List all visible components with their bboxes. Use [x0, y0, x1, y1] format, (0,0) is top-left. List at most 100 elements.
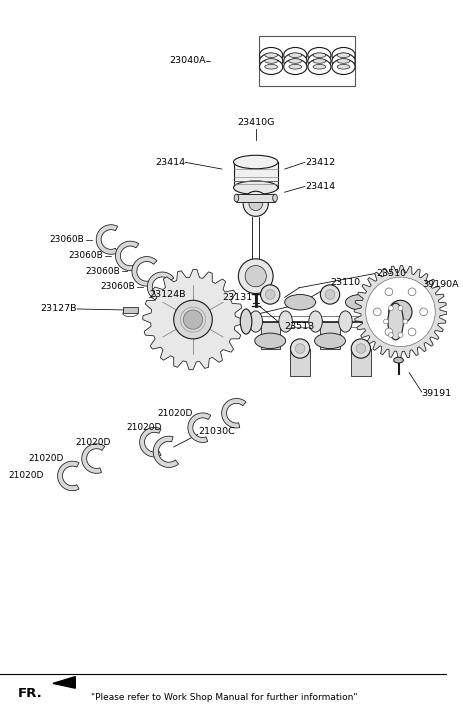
- Circle shape: [351, 339, 370, 358]
- Circle shape: [183, 310, 203, 329]
- Text: 23414: 23414: [155, 158, 185, 166]
- Ellipse shape: [308, 47, 331, 63]
- Text: 23110: 23110: [330, 278, 360, 287]
- Ellipse shape: [260, 53, 283, 68]
- Circle shape: [249, 197, 263, 211]
- Ellipse shape: [260, 59, 283, 74]
- Circle shape: [403, 319, 408, 324]
- Text: 23510: 23510: [376, 269, 407, 278]
- Bar: [123, 307, 138, 313]
- Ellipse shape: [339, 311, 352, 332]
- Ellipse shape: [337, 59, 350, 63]
- Ellipse shape: [260, 47, 283, 63]
- Text: FR.: FR.: [18, 686, 42, 699]
- Ellipse shape: [289, 59, 302, 63]
- Text: 39190A: 39190A: [423, 281, 459, 289]
- Text: 21020D: 21020D: [75, 438, 111, 446]
- Ellipse shape: [308, 53, 331, 68]
- Ellipse shape: [240, 309, 252, 334]
- Ellipse shape: [332, 47, 355, 63]
- Circle shape: [320, 285, 340, 304]
- Circle shape: [374, 308, 381, 316]
- Polygon shape: [222, 398, 246, 428]
- Ellipse shape: [249, 311, 263, 332]
- Ellipse shape: [234, 194, 239, 202]
- Circle shape: [388, 332, 393, 337]
- Bar: [261, 321, 280, 348]
- Polygon shape: [96, 225, 118, 254]
- Text: 21020D: 21020D: [127, 423, 162, 432]
- Ellipse shape: [337, 65, 350, 69]
- Polygon shape: [132, 257, 157, 286]
- Ellipse shape: [265, 65, 277, 69]
- Circle shape: [261, 285, 280, 304]
- Text: 21030C: 21030C: [198, 427, 235, 436]
- Text: 23412: 23412: [305, 158, 335, 166]
- Circle shape: [238, 259, 273, 294]
- Circle shape: [398, 332, 403, 337]
- Ellipse shape: [279, 311, 293, 332]
- Ellipse shape: [265, 53, 277, 57]
- Ellipse shape: [289, 65, 302, 69]
- Circle shape: [385, 328, 393, 336]
- Text: "Please refer to Work Shop Manual for further information": "Please refer to Work Shop Manual for fu…: [91, 694, 357, 702]
- Polygon shape: [153, 436, 179, 467]
- Polygon shape: [82, 443, 105, 473]
- Ellipse shape: [313, 59, 326, 63]
- Ellipse shape: [394, 357, 403, 363]
- Text: 21020D: 21020D: [8, 471, 44, 481]
- Ellipse shape: [273, 194, 277, 202]
- Text: 39191: 39191: [422, 390, 452, 398]
- Ellipse shape: [313, 53, 326, 57]
- Polygon shape: [147, 272, 174, 302]
- Circle shape: [408, 328, 416, 336]
- Polygon shape: [354, 265, 447, 358]
- Ellipse shape: [284, 53, 307, 68]
- Ellipse shape: [289, 53, 302, 57]
- Ellipse shape: [332, 59, 355, 74]
- Circle shape: [366, 277, 435, 347]
- Ellipse shape: [314, 333, 345, 348]
- Ellipse shape: [388, 303, 403, 340]
- Text: 23060B: 23060B: [69, 252, 103, 260]
- Circle shape: [243, 191, 268, 217]
- Bar: [290, 348, 310, 376]
- Ellipse shape: [308, 59, 331, 74]
- Bar: [320, 321, 340, 348]
- Bar: [233, 162, 278, 188]
- Text: 23127B: 23127B: [41, 305, 77, 313]
- Circle shape: [398, 306, 403, 310]
- Circle shape: [389, 300, 412, 324]
- Text: 21020D: 21020D: [28, 454, 64, 463]
- Circle shape: [356, 344, 366, 353]
- Ellipse shape: [284, 59, 307, 74]
- Polygon shape: [140, 427, 161, 457]
- Circle shape: [174, 300, 213, 339]
- Polygon shape: [53, 677, 75, 688]
- Ellipse shape: [337, 53, 350, 57]
- Ellipse shape: [284, 47, 307, 63]
- Text: 23131: 23131: [222, 293, 252, 302]
- Circle shape: [245, 265, 266, 286]
- Circle shape: [408, 288, 416, 296]
- Circle shape: [290, 339, 310, 358]
- Text: 23513: 23513: [285, 322, 315, 331]
- Ellipse shape: [255, 333, 286, 348]
- Ellipse shape: [265, 59, 277, 63]
- Ellipse shape: [285, 294, 316, 310]
- Circle shape: [388, 306, 393, 310]
- Bar: [237, 194, 275, 202]
- Text: 23060B: 23060B: [85, 267, 119, 276]
- Text: 23060B: 23060B: [100, 282, 135, 292]
- Ellipse shape: [313, 65, 326, 69]
- Ellipse shape: [369, 311, 383, 332]
- Polygon shape: [57, 461, 79, 491]
- Bar: [259, 36, 355, 86]
- Text: 23124B: 23124B: [150, 290, 186, 299]
- Text: 23414: 23414: [305, 182, 335, 191]
- Text: 23040A: 23040A: [169, 57, 206, 65]
- Circle shape: [420, 308, 427, 316]
- Ellipse shape: [332, 53, 355, 68]
- Ellipse shape: [309, 311, 322, 332]
- Circle shape: [295, 344, 305, 353]
